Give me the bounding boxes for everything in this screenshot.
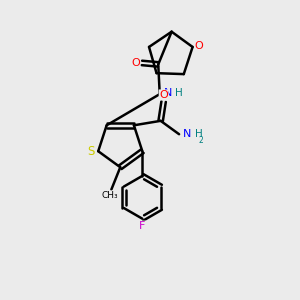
Text: F: F — [139, 221, 146, 231]
Text: O: O — [195, 41, 203, 51]
Text: O: O — [131, 58, 140, 68]
Text: H: H — [175, 88, 183, 98]
Text: H: H — [194, 129, 202, 139]
Text: N: N — [164, 88, 172, 98]
Text: 2: 2 — [198, 136, 203, 145]
Text: O: O — [159, 90, 168, 100]
Text: S: S — [87, 145, 94, 158]
Text: CH₃: CH₃ — [102, 191, 118, 200]
Text: N: N — [183, 129, 192, 139]
